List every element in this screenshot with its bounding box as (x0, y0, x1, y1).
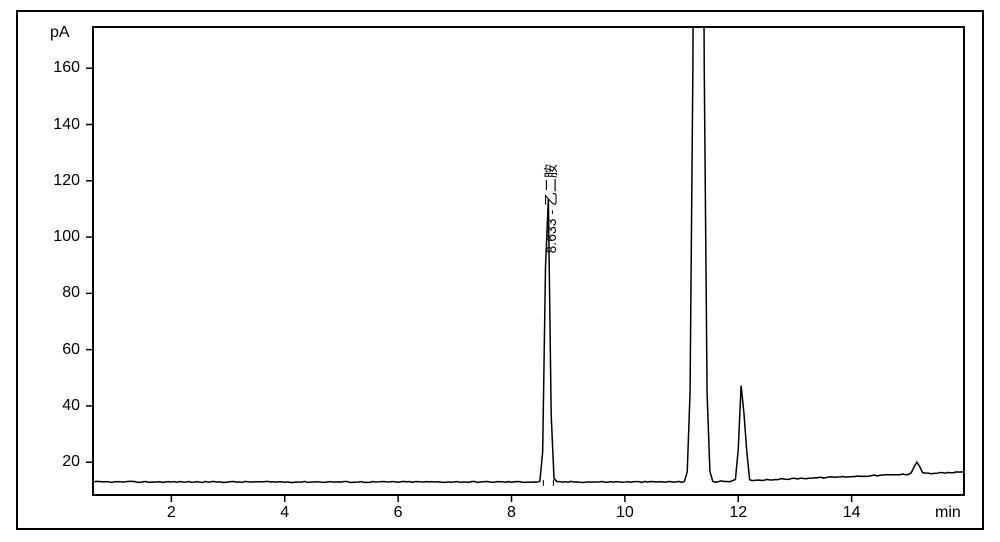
chromatogram-svg (0, 0, 1000, 542)
chromatogram-trace (92, 0, 965, 482)
peak-label: 8.633 - 乙二胺 (541, 164, 561, 253)
